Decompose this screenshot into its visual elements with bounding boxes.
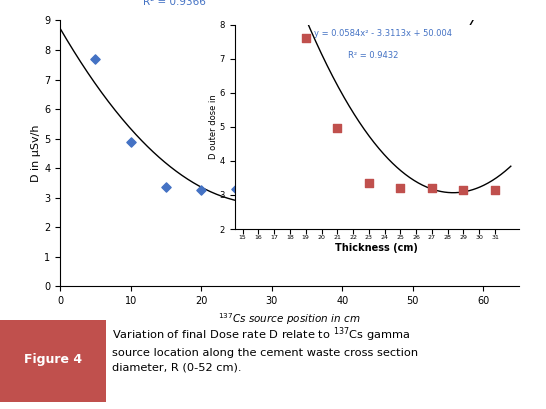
X-axis label: $^{137}$Cs source position in cm: $^{137}$Cs source position in cm bbox=[218, 312, 360, 327]
Text: Variation of final Dose rate D relate to $^{137}$Cs gamma
source location along : Variation of final Dose rate D relate to… bbox=[112, 326, 418, 372]
Point bbox=[268, 190, 276, 197]
Point bbox=[373, 148, 382, 155]
Point bbox=[428, 185, 436, 191]
Y-axis label: D outer dose in: D outer dose in bbox=[209, 94, 218, 159]
Point bbox=[333, 125, 342, 132]
Point bbox=[162, 184, 170, 191]
Point bbox=[459, 187, 468, 193]
Point bbox=[301, 35, 310, 41]
Point bbox=[126, 138, 135, 145]
Text: Figure 4: Figure 4 bbox=[25, 353, 82, 366]
Text: R² = 0.9366: R² = 0.9366 bbox=[143, 0, 205, 7]
Point bbox=[91, 56, 100, 62]
Point bbox=[365, 180, 373, 186]
Y-axis label: D in μSv/h: D in μSv/h bbox=[31, 125, 41, 182]
Text: y = 0.0584x² - 3.3113x + 50.004: y = 0.0584x² - 3.3113x + 50.004 bbox=[314, 29, 452, 38]
Point bbox=[232, 186, 241, 192]
Point bbox=[396, 185, 405, 191]
Point bbox=[491, 187, 500, 193]
FancyBboxPatch shape bbox=[0, 320, 106, 402]
Text: R² = 0.9432: R² = 0.9432 bbox=[348, 51, 399, 60]
X-axis label: Thickness (cm): Thickness (cm) bbox=[335, 243, 418, 253]
Point bbox=[338, 172, 347, 179]
Point bbox=[302, 189, 311, 195]
Point bbox=[197, 187, 205, 193]
